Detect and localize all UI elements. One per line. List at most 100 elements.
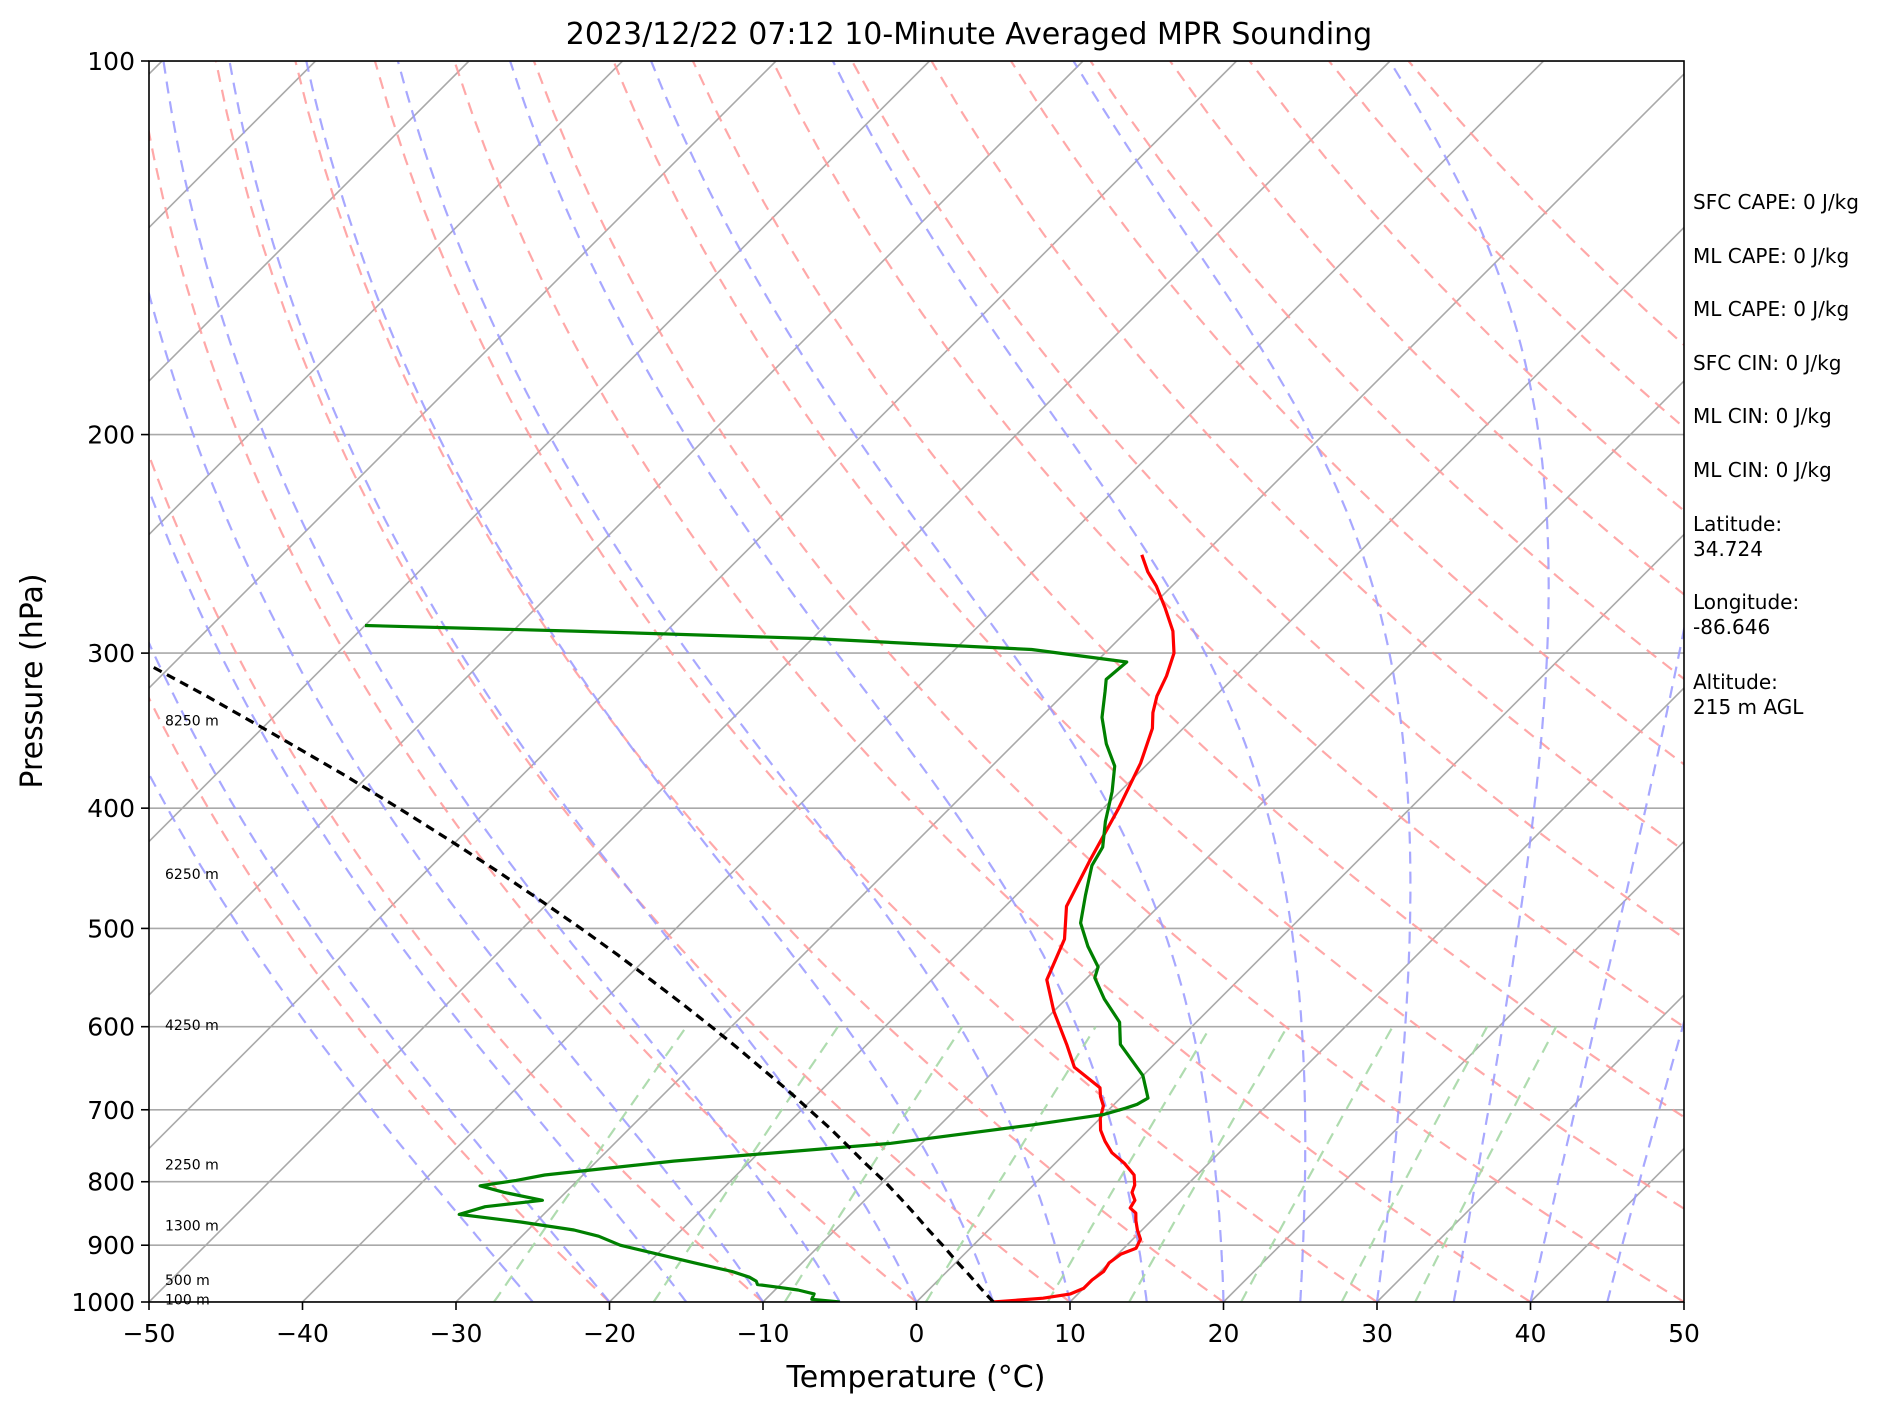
x-tick-label: −10: [737, 1319, 790, 1348]
dry-adiabat-lines: [149, 61, 1684, 1302]
y-tick-label: 200: [87, 421, 135, 450]
mixing-ratio-line: [924, 1026, 1097, 1302]
sfc-cin-text: SFC CIN: 0 J/kg: [1693, 351, 1842, 375]
dry-adiabat-line: [294, 61, 1225, 1302]
mixing-ratio-line: [1414, 1026, 1558, 1302]
moist-adiabat-line: [831, 61, 1307, 1302]
x-tick-label: 20: [1208, 1319, 1240, 1348]
height-labels: 8250 m 6250 m 4250 m 2250 m 1300 m 500 m 100 m: [165, 714, 219, 1309]
ml-cape-text: ML CAPE: 0 J/kg: [1693, 244, 1850, 268]
parcel-trace: [149, 663, 995, 1302]
ml-cin-text-2: ML CIN: 0 J/kg: [1693, 458, 1832, 482]
isotherm-line: [149, 61, 470, 383]
mixing-ratio-line: [493, 1026, 688, 1302]
sfc-cape-text: SFC CAPE: 0 J/kg: [1693, 190, 1859, 214]
x-tick-label: 30: [1361, 1319, 1393, 1348]
height-label: 6250 m: [165, 867, 219, 883]
isotherm-line: [301, 61, 1545, 1302]
height-label: 4250 m: [165, 1018, 219, 1034]
moist-adiabat-line: [1529, 623, 1684, 1302]
mixing-ratio-line: [1046, 1026, 1212, 1302]
y-axis-ticks: 100 200 300 400 500 600 700 800 900 1000: [71, 47, 149, 1317]
moist-adiabat-line: [1606, 1018, 1684, 1302]
y-tick-label: 1000: [71, 1288, 135, 1317]
mixing-ratio-line: [1340, 1026, 1489, 1302]
y-tick-label: 800: [87, 1168, 135, 1197]
ml-cin-text: ML CIN: 0 J/kg: [1693, 404, 1832, 428]
y-tick-label: 100: [87, 47, 135, 76]
x-tick-label: −30: [430, 1319, 483, 1348]
longitude-text: Longitude: -86.646: [1693, 590, 1800, 639]
isotherm-line: [149, 61, 624, 536]
moist-adiabat-line: [149, 487, 688, 1302]
isotherm-line: [455, 72, 1684, 1302]
moist-adiabat-line: [149, 771, 534, 1302]
pressure-gridlines: [149, 61, 1684, 1302]
height-label: 2250 m: [165, 1158, 219, 1174]
height-label: 500 m: [165, 1273, 210, 1289]
moist-adiabat-line: [650, 61, 1225, 1302]
x-tick-label: 0: [909, 1319, 925, 1348]
dry-adiabat-line: [214, 61, 1071, 1302]
height-label: 1300 m: [165, 1219, 219, 1235]
mixing-ratio-line: [1240, 1026, 1394, 1302]
y-tick-label: 500: [87, 914, 135, 943]
isotherm-line: [608, 226, 1684, 1302]
y-tick-label: 400: [87, 794, 135, 823]
dry-adiabat-line: [149, 126, 918, 1302]
mixing-ratio-line: [783, 1026, 964, 1302]
isotherm-line: [1376, 993, 1684, 1302]
dry-adiabat-line: [1169, 61, 1684, 596]
dry-adiabat-line: [1089, 61, 1684, 681]
sounding-traces: [149, 554, 1176, 1302]
moist-adiabat-line: [509, 61, 1148, 1302]
isotherm-line: [1069, 686, 1684, 1302]
chart-title: 2023/12/22 07:12 10-Minute Averaged MPR …: [566, 17, 1372, 52]
x-tick-label: 10: [1054, 1319, 1086, 1348]
isotherm-line: [762, 379, 1684, 1302]
mixing-ratio-line: [652, 1026, 839, 1302]
height-label: 100 m: [165, 1292, 210, 1308]
dry-adiabat-line: [612, 61, 1684, 1210]
moist-adiabat-line: [396, 61, 1072, 1302]
moist-adiabat-line: [228, 61, 918, 1302]
isotherm-lines: [0, 61, 1684, 1302]
ml-cape-text-2: ML CAPE: 0 J/kg: [1693, 297, 1850, 321]
dewpoint-trace: [364, 623, 1150, 1302]
moist-adiabat-line: [305, 61, 995, 1302]
x-tick-label: −50: [123, 1319, 176, 1348]
x-axis-ticks: −50 −40 −30 −20 −10 0 10 20 30 40 50: [123, 1302, 1700, 1348]
height-label: 8250 m: [165, 714, 219, 730]
y-tick-label: 900: [87, 1231, 135, 1260]
x-tick-label: −40: [276, 1319, 329, 1348]
isotherm-line: [149, 61, 931, 843]
isotherm-line: [149, 61, 777, 690]
y-axis-label: Pressure (hPa): [15, 573, 50, 788]
isotherm-line: [149, 61, 1084, 997]
mixing-ratio-lines: [493, 1026, 1558, 1302]
isotherm-line: [149, 61, 1238, 1150]
dry-adiabat-line: [149, 452, 764, 1302]
y-tick-label: 700: [87, 1096, 135, 1125]
isotherm-line: [1222, 840, 1684, 1302]
plot-area: [0, 61, 1684, 1302]
temperature-trace: [993, 554, 1176, 1302]
altitude-text: Altitude: 215 m AGL: [1693, 670, 1804, 719]
plot-frame: [148, 60, 1685, 1303]
mixing-ratio-line: [1128, 1026, 1289, 1302]
moist-adiabat-line: [162, 61, 841, 1302]
latitude-text: Latitude: 34.724: [1693, 512, 1783, 561]
moist-adiabat-line: [149, 289, 764, 1302]
moist-adiabat-line: [1072, 61, 1412, 1302]
dry-adiabat-line: [373, 61, 1378, 1302]
x-axis-label: Temperature (°C): [786, 1360, 1046, 1395]
isotherm-line: [0, 61, 9, 1302]
moist-adiabat-line: [1388, 61, 1550, 1302]
isotherm-line: [915, 533, 1684, 1302]
x-tick-label: 40: [1515, 1319, 1547, 1348]
isotherm-line: [149, 61, 1391, 1302]
y-tick-label: 300: [87, 639, 135, 668]
x-tick-label: 50: [1668, 1319, 1700, 1348]
moist-adiabat-lines: [149, 61, 1684, 1302]
